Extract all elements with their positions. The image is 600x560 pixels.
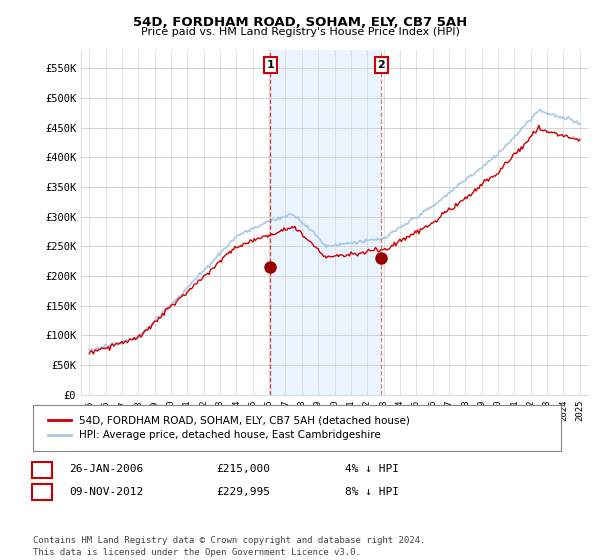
Text: 1: 1: [266, 60, 274, 70]
Text: 1: 1: [38, 464, 46, 474]
Text: £215,000: £215,000: [216, 464, 270, 474]
Text: 2: 2: [38, 487, 46, 497]
Text: £229,995: £229,995: [216, 487, 270, 497]
Text: 54D, FORDHAM ROAD, SOHAM, ELY, CB7 5AH: 54D, FORDHAM ROAD, SOHAM, ELY, CB7 5AH: [133, 16, 467, 29]
Text: Price paid vs. HM Land Registry's House Price Index (HPI): Price paid vs. HM Land Registry's House …: [140, 27, 460, 37]
Legend: 54D, FORDHAM ROAD, SOHAM, ELY, CB7 5AH (detached house), HPI: Average price, det: 54D, FORDHAM ROAD, SOHAM, ELY, CB7 5AH (…: [43, 411, 414, 445]
Bar: [270, 50, 381, 395]
Text: Contains HM Land Registry data © Crown copyright and database right 2024.
This d: Contains HM Land Registry data © Crown c…: [33, 536, 425, 557]
Text: 4% ↓ HPI: 4% ↓ HPI: [345, 464, 399, 474]
Text: 09-NOV-2012: 09-NOV-2012: [69, 487, 143, 497]
Text: 2: 2: [377, 60, 385, 70]
Text: 26-JAN-2006: 26-JAN-2006: [69, 464, 143, 474]
Text: 8% ↓ HPI: 8% ↓ HPI: [345, 487, 399, 497]
